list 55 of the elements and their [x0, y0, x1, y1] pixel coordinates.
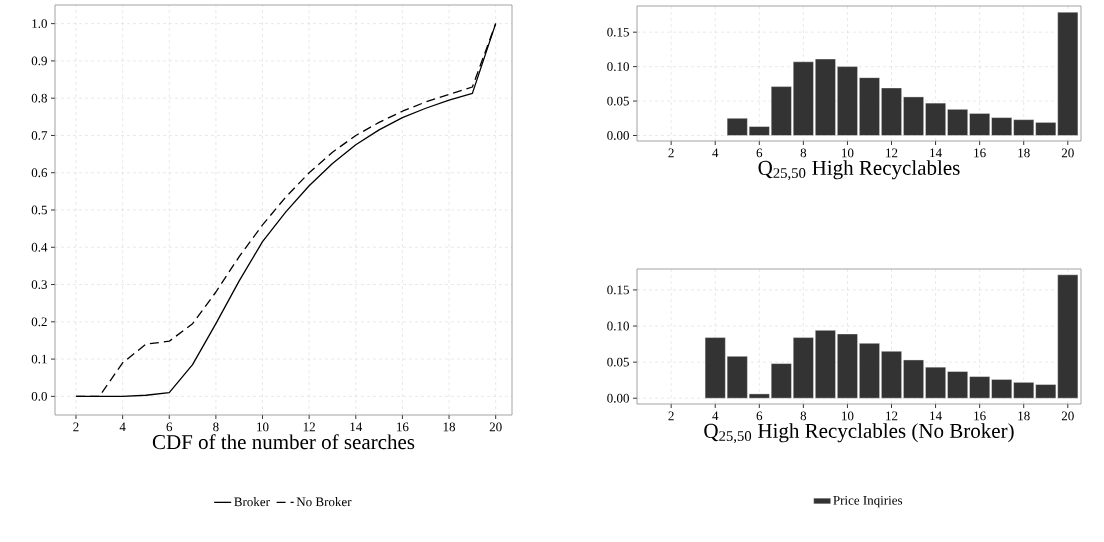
legend-label: Broker — [234, 497, 270, 507]
x-tick-label: 2 — [73, 422, 79, 432]
x-tick-label: 10 — [257, 422, 269, 432]
x-tick-label: 6 — [756, 148, 763, 158]
y-tick-label: 0.00 — [607, 393, 629, 403]
y-tick-label: 0.0 — [31, 391, 47, 401]
x-tick-label: 20 — [489, 422, 502, 432]
y-tick-label: 0.2 — [31, 317, 47, 327]
x-tick-label: 12 — [303, 422, 315, 432]
x-tick-label: 16 — [397, 422, 409, 432]
x-tick-label: 8 — [800, 411, 807, 421]
x-tick-label: 20 — [1061, 148, 1074, 158]
x-tick-label: 14 — [930, 411, 942, 421]
y-tick-label: 0.4 — [31, 242, 48, 252]
x-tick-label: 8 — [800, 148, 807, 158]
x-tick-label: 4 — [712, 148, 719, 158]
x-tick-label: 10 — [842, 411, 854, 421]
y-tick-label: 0.9 — [31, 56, 47, 66]
y-tick-label: 0.15 — [607, 285, 629, 295]
y-tick-label: 0.05 — [607, 357, 629, 367]
legend-label: Price Inqiries — [833, 495, 903, 508]
y-tick-label: 1.0 — [32, 19, 47, 29]
x-tick-label: 4 — [119, 422, 126, 432]
y-tick-label: 0.10 — [607, 321, 629, 331]
y-tick-label: 0.00 — [607, 131, 629, 140]
x-tick-label: 18 — [443, 422, 456, 432]
y-tick-label: 0.6 — [31, 168, 48, 178]
x-tick-label: 14 — [930, 148, 942, 158]
x-tick-label: 12 — [886, 148, 898, 158]
x-tick-label: 6 — [166, 422, 173, 432]
x-tick-label: 16 — [974, 411, 986, 421]
y-tick-label: 0.15 — [607, 27, 629, 37]
y-tick-label: 0.7 — [31, 131, 48, 140]
x-tick-label: 2 — [668, 411, 674, 421]
y-tick-label: 0.5 — [31, 205, 47, 215]
x-axis-title: Q$_{25,50}$ High Recyclables — [758, 160, 960, 181]
x-tick-label: 2 — [668, 148, 674, 158]
y-tick-label: 0.1 — [31, 354, 47, 364]
x-axis-title: Q$_{25,50}$ High Recyclables (No Broker) — [704, 423, 1014, 444]
y-tick-label: 0.8 — [31, 93, 47, 103]
x-tick-label: 14 — [350, 422, 363, 432]
y-tick-label: 0.05 — [607, 96, 629, 106]
x-tick-label: 4 — [712, 411, 719, 421]
x-tick-label: 18 — [1018, 148, 1030, 158]
x-tick-label: 6 — [756, 411, 763, 421]
y-tick-label: 0.10 — [607, 62, 629, 72]
x-tick-label: 8 — [213, 422, 219, 432]
x-tick-label: 16 — [974, 148, 986, 158]
x-tick-label: 10 — [842, 148, 854, 158]
legend-label: No Broker — [296, 497, 352, 507]
x-tick-label: 18 — [1018, 411, 1030, 421]
y-tick-label: 0.3 — [31, 280, 47, 289]
x-axis-title: CDF of the number of searches — [152, 434, 415, 450]
x-tick-label: 20 — [1061, 411, 1074, 421]
x-tick-label: 12 — [886, 411, 898, 421]
